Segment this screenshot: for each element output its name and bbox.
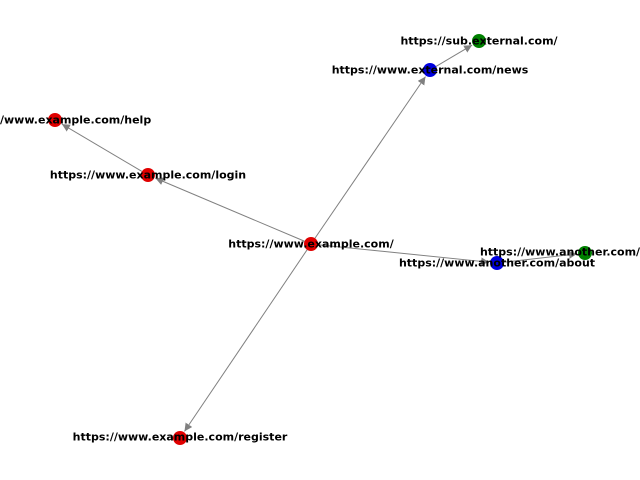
edge-root-to-register — [184, 249, 308, 432]
node-another — [578, 246, 592, 260]
node-root — [304, 237, 318, 251]
edge-about-to-another — [503, 250, 578, 263]
edge-root-to-news — [314, 76, 426, 239]
node-label-news: https://www.external.com/news — [332, 64, 529, 77]
edge-news-to-sub — [435, 44, 473, 67]
node-sub — [472, 34, 486, 48]
node-label-root: https://www.example.com/ — [228, 238, 394, 251]
nodes-layer — [48, 34, 592, 445]
labels-layer: https://www.example.com/https://www.exam… — [0, 35, 640, 444]
edge-root-to-login — [155, 177, 305, 242]
node-label-help: https://www.example.com/help — [0, 114, 151, 127]
node-register — [173, 431, 187, 445]
node-label-login: https://www.example.com/login — [50, 169, 246, 182]
edges-layer — [61, 44, 578, 432]
edge-root-to-about — [317, 244, 490, 266]
node-label-another: https://www.another.com/ — [480, 246, 640, 259]
node-news — [423, 63, 437, 77]
node-about — [490, 256, 504, 270]
node-help — [48, 113, 62, 127]
node-label-register: https://www.example.com/register — [73, 431, 288, 444]
edge-login-to-help — [61, 123, 143, 172]
node-login — [141, 168, 155, 182]
node-label-about: https://www.another.com/about — [399, 257, 595, 270]
node-label-sub: https://sub.external.com/ — [400, 35, 558, 48]
